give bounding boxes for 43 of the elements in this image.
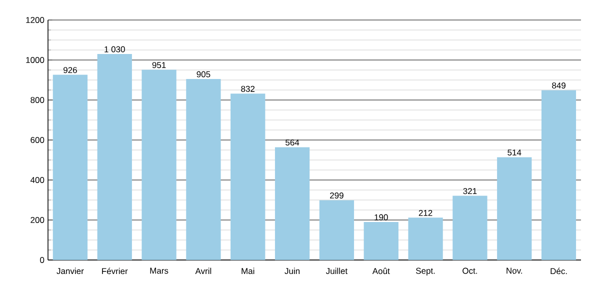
- y-tick-label: 1200: [26, 16, 44, 23]
- y-tick-label: 800: [30, 96, 44, 104]
- data-label: 564: [286, 139, 300, 146]
- data-label: 1 030: [104, 46, 125, 52]
- data-label: 321: [463, 188, 477, 194]
- y-tick-label: 0: [40, 256, 44, 264]
- bar: [52, 74, 88, 260]
- data-label: 905: [196, 71, 210, 78]
- data-label: 832: [241, 86, 255, 92]
- bar: [142, 70, 176, 260]
- x-tick-label: Nov.: [506, 268, 522, 274]
- bar: [408, 218, 443, 260]
- bar: [274, 147, 310, 260]
- y-tick-label: 1000: [26, 56, 44, 63]
- x-tick-label: Février: [102, 268, 128, 274]
- x-tick-label: Mai: [242, 268, 254, 274]
- y-tick-label: 200: [30, 216, 44, 224]
- bar: [97, 54, 132, 260]
- x-tick-label: Août: [372, 268, 390, 274]
- data-label: 951: [152, 62, 166, 68]
- x-tick-label: Oct.: [462, 268, 477, 274]
- y-tick-label: 400: [30, 176, 44, 184]
- bar: [497, 157, 532, 260]
- bar: [186, 79, 221, 260]
- data-label: 849: [552, 82, 566, 88]
- bar: [364, 222, 398, 260]
- data-label: 514: [508, 150, 522, 156]
- bar: [319, 200, 354, 260]
- x-tick-label: Déc.: [550, 268, 567, 274]
- x-tick-label: Sept.: [416, 268, 435, 276]
- x-tick-label: Juillet: [326, 268, 348, 274]
- data-label: 299: [330, 192, 344, 198]
- x-tick-label: Juin: [284, 268, 300, 274]
- bar: [541, 90, 576, 260]
- bar: [452, 196, 488, 260]
- data-label: 190: [374, 214, 388, 220]
- bar: [230, 94, 266, 260]
- x-tick-label: Avril: [195, 268, 212, 274]
- data-label: 926: [64, 67, 77, 74]
- x-tick-label: Mars: [150, 268, 168, 274]
- x-tick-label: Janvier: [56, 268, 84, 274]
- data-label: 212: [418, 210, 432, 216]
- y-tick-label: 600: [30, 136, 44, 144]
